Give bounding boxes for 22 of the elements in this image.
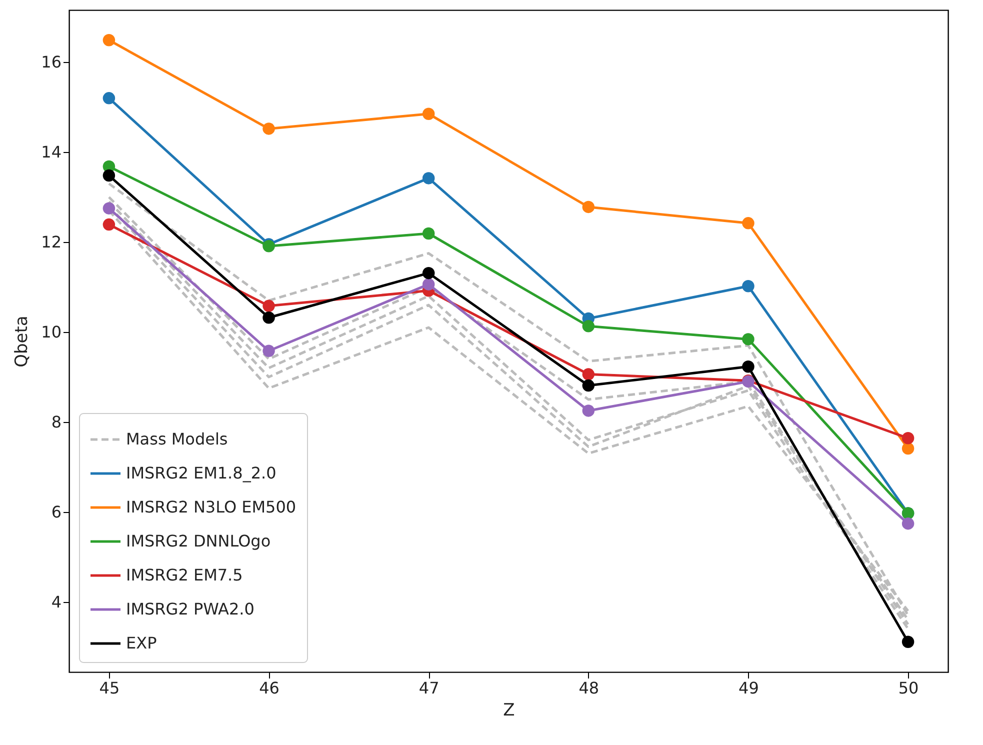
x-tick-label: 48	[578, 678, 600, 698]
y-tick-label: 14	[41, 142, 62, 162]
x-tick-label: 49	[738, 678, 759, 698]
legend-label: EXP	[126, 634, 158, 652]
x-tick-label: 50	[898, 678, 919, 698]
x-tick-label: 46	[259, 678, 280, 698]
legend-label: IMSRG2 N3LO EM500	[126, 498, 296, 516]
y-tick-label: 8	[51, 412, 62, 432]
legend-label: Mass Models	[126, 430, 228, 448]
legend-label: IMSRG2 EM7.5	[126, 566, 243, 584]
legend-label: IMSRG2 DNNLOgo	[126, 532, 271, 550]
y-tick-label: 12	[41, 232, 62, 252]
y-tick-label: 4	[51, 592, 62, 612]
x-axis-title: Z	[503, 700, 515, 720]
x-tick-label: 47	[418, 678, 440, 698]
legend-label: IMSRG2 PWA2.0	[126, 600, 254, 618]
y-tick-label: 10	[41, 322, 62, 342]
y-tick-label: 16	[41, 52, 62, 72]
x-tick-label: 45	[99, 678, 120, 698]
legend-label: IMSRG2 EM1.8_2.0	[126, 464, 276, 482]
y-tick-label: 6	[51, 502, 62, 522]
y-axis-title: Qbeta	[12, 316, 32, 368]
